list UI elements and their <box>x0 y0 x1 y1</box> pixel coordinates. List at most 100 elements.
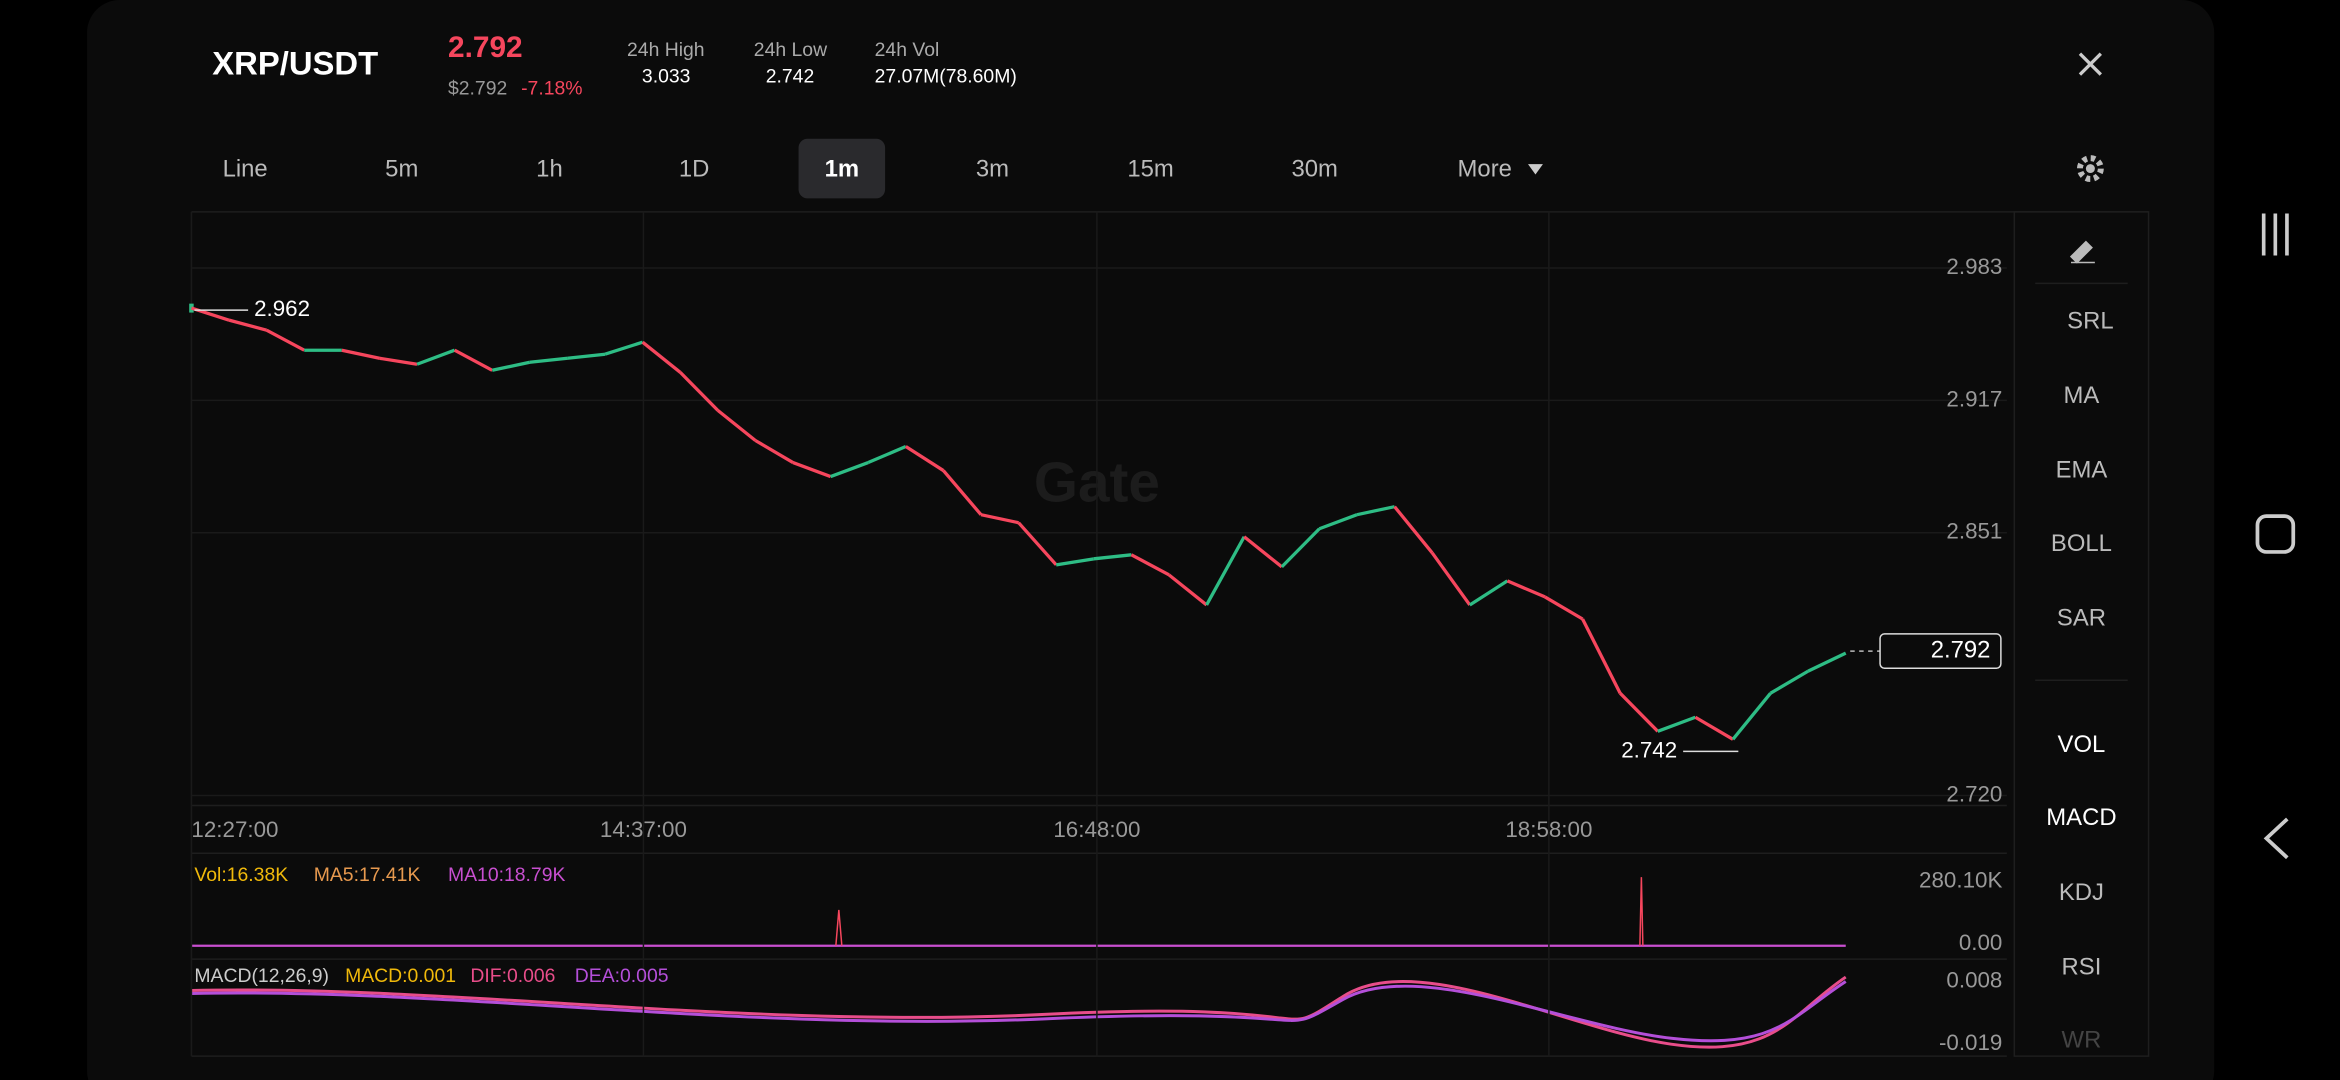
candle-segment <box>1807 651 1847 673</box>
stat-value: 2.742 <box>766 66 815 88</box>
nav-recent[interactable]: ||| <box>2258 206 2293 256</box>
draw-icon[interactable] <box>2069 240 2095 264</box>
candle-segment <box>1694 715 1734 741</box>
x-tick-label: 14:37:00 <box>600 817 687 842</box>
price-box <box>1879 633 2002 669</box>
indicator[interactable]: EMA <box>2056 457 2108 484</box>
x-tick-label: 16:48:00 <box>1053 817 1140 842</box>
vol-tick: 280.10K <box>1919 868 2002 893</box>
vol-legend: MA5:17.41K <box>314 864 421 886</box>
candle-segment <box>1657 715 1696 733</box>
tab-selected-bg <box>798 138 886 199</box>
tab[interactable]: 1D <box>679 155 710 182</box>
low-label: 2.742 <box>1621 737 1677 762</box>
candle-segment <box>1393 505 1434 554</box>
candle-segment <box>567 352 606 360</box>
candle-segment <box>265 328 306 352</box>
candle-segment <box>980 513 1019 525</box>
change: -7.18% <box>521 78 582 100</box>
close-icon[interactable] <box>2078 52 2102 76</box>
candle-segment <box>716 409 757 442</box>
candle-segment <box>1356 505 1395 517</box>
candle-segment <box>1167 573 1208 607</box>
candle-segment <box>1280 527 1321 568</box>
volume-spikes <box>835 877 1644 946</box>
indicator[interactable]: MA <box>2064 382 2100 409</box>
vol-tick: 0.00 <box>1959 930 2003 955</box>
tab[interactable]: 5m <box>385 155 418 182</box>
candle-segment <box>679 371 719 412</box>
macd-legend: MACD:0.001 <box>345 965 456 987</box>
y-tick-label: 2.851 <box>1946 519 2002 544</box>
panel <box>87 0 2215 1080</box>
candle-segment <box>604 340 644 356</box>
candle-segment <box>867 444 907 465</box>
stat-label: 24h High <box>627 39 705 61</box>
macd-tick: -0.019 <box>1939 1030 2002 1055</box>
tab[interactable]: 3m <box>976 155 1009 182</box>
candle-segment <box>1017 521 1058 566</box>
candle-segment <box>341 348 380 360</box>
stat-label: 24h Low <box>754 39 828 61</box>
candle-segment <box>904 445 945 472</box>
sub-indicator[interactable]: MACD <box>2046 804 2116 831</box>
sub-indicator[interactable]: WR <box>2062 1027 2102 1054</box>
candle-segment <box>453 348 493 372</box>
tab[interactable]: 1h <box>536 155 563 182</box>
tab[interactable]: More <box>1458 155 1512 182</box>
more-caret[interactable] <box>1528 164 1543 175</box>
gear[interactable] <box>2076 155 2104 182</box>
candle-segment <box>1506 579 1546 599</box>
candle-segment <box>1205 535 1246 606</box>
price-usd: $2.792 <box>448 78 507 100</box>
candle-segment <box>942 469 983 516</box>
sidebar <box>2013 211 2150 1057</box>
candle-segment <box>1430 551 1472 606</box>
pair: XRP/USDT <box>212 44 378 81</box>
sub-indicator[interactable]: KDJ <box>2059 879 2104 906</box>
candle-segment <box>1130 553 1170 577</box>
candle-segment <box>1055 557 1095 567</box>
x-tick-label: 18:58:00 <box>1505 817 1592 842</box>
candle-segment <box>1769 669 1809 695</box>
candle-segment <box>1618 692 1659 733</box>
stat-value: 3.033 <box>642 66 691 88</box>
indicator[interactable]: SAR <box>2057 604 2106 631</box>
tab[interactable]: 30m <box>1291 155 1337 182</box>
x-tick-label: 12:27:00 <box>191 817 278 842</box>
candle-segment <box>754 439 794 464</box>
macd-legend: MACD(12,26,9) <box>194 965 329 987</box>
stat-value: 27.07M(78.60M) <box>875 66 1017 88</box>
settings[interactable] <box>2076 155 2104 182</box>
nav-home[interactable] <box>2255 514 2296 554</box>
sub-indicator[interactable]: VOL <box>2058 731 2106 758</box>
candle-segment <box>830 461 869 479</box>
nav-back[interactable] <box>2263 817 2289 860</box>
high-label: 2.962 <box>254 296 310 321</box>
tab[interactable]: 15m <box>1127 155 1173 182</box>
macd-tick: 0.008 <box>1946 967 2002 992</box>
candle-segment <box>1544 595 1584 621</box>
candle-segment <box>379 356 418 366</box>
tab[interactable]: 1m <box>825 155 859 182</box>
sub-indicator[interactable]: RSI <box>2062 953 2102 980</box>
candle-segment <box>1468 579 1509 607</box>
candle-segment <box>792 461 832 479</box>
candle-segment <box>491 360 531 372</box>
candle-segment <box>529 356 568 364</box>
tab[interactable]: Line <box>223 155 268 182</box>
indicator[interactable]: BOLL <box>2051 530 2112 557</box>
candle-segment <box>641 340 682 374</box>
vol-legend: Vol:16.38K <box>194 864 288 886</box>
candle-segment <box>416 348 456 366</box>
macd-legend: DIF:0.006 <box>470 965 555 987</box>
candle-segment <box>1093 553 1132 561</box>
close-button[interactable] <box>2078 52 2102 76</box>
candle-segment <box>1318 513 1358 531</box>
macd-legend: DEA:0.005 <box>575 965 669 987</box>
indicator[interactable]: SRL <box>2067 308 2113 335</box>
macd-dea <box>191 980 1847 1043</box>
candle-segment <box>1243 535 1283 569</box>
gear-center <box>2085 164 2095 174</box>
